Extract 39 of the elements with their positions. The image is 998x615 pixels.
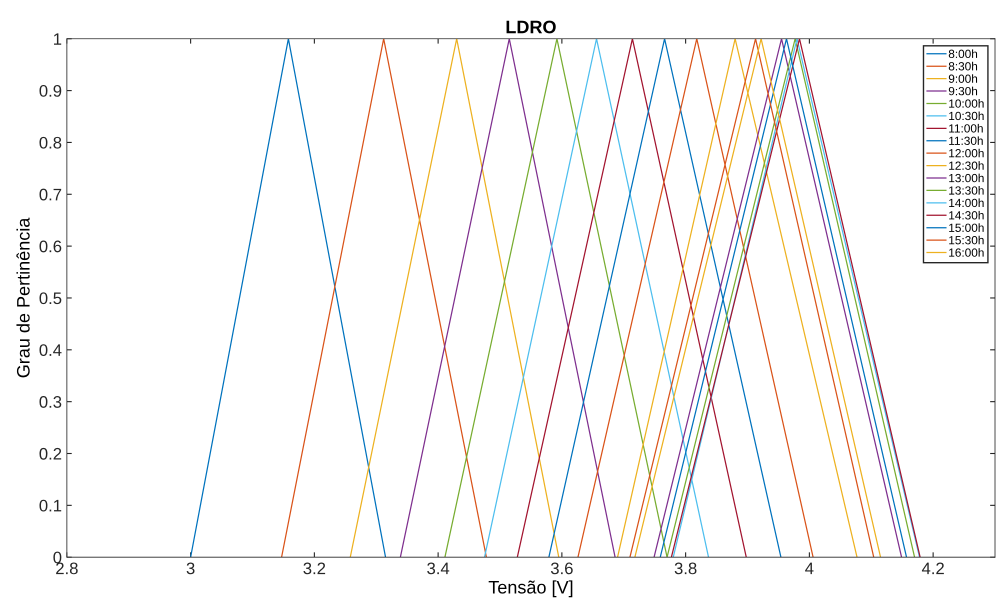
legend-label: 11:00h (949, 124, 983, 133)
y-tick-label: 0.6 (39, 240, 62, 252)
legend-label: 12:00h (949, 148, 984, 158)
legend-label: 8:30h (948, 62, 978, 70)
legend-label: 10:00h (949, 99, 984, 108)
y-tick-label: 0.5 (39, 292, 62, 304)
legend-label: 14:00h (949, 198, 984, 208)
x-tick-label: 3.4 (427, 562, 450, 574)
legend-label: 13:00h (949, 174, 984, 182)
y-tick-label: 0.8 (39, 136, 62, 149)
y-tick-label: 0.9 (39, 84, 62, 97)
legend-label: 12:30h (949, 161, 984, 170)
y-tick-label: 0.1 (39, 500, 62, 512)
y-tick-label: 1 (54, 33, 62, 45)
legend-label: 8:00h (948, 49, 978, 58)
legend-label: 14:30h (949, 210, 984, 220)
y-tick-label: 0.2 (39, 448, 62, 460)
y-tick-label: 0.3 (39, 396, 62, 408)
legend-label: 10:30h (949, 111, 984, 120)
legend-label: 9:30h (948, 86, 978, 96)
legend-label: 11:30h (949, 136, 983, 145)
x-tick-label: 3 (186, 562, 195, 574)
legend-label: 15:00h (949, 223, 984, 232)
y-tick-label: 0.4 (39, 344, 62, 356)
x-tick-label: 3.8 (674, 562, 696, 574)
y-tick-label: 0 (53, 552, 62, 564)
y-tick-label: 0.7 (39, 188, 62, 200)
legend-label: 16:00h (949, 248, 984, 257)
legend-label: 9:00h (948, 74, 978, 83)
x-tick-label: 3.2 (303, 562, 326, 574)
legend-label: 15:30h (949, 236, 984, 244)
x-axis-title: Tensão [V] (488, 580, 572, 598)
x-tick-label: 3.6 (550, 562, 573, 574)
x-tick-label: 4 (805, 562, 814, 574)
x-tick-label: 2.8 (56, 562, 78, 574)
chart-title: LDRO (506, 20, 556, 34)
legend-label: 13:30h (949, 186, 984, 195)
x-tick-label: 4.2 (922, 562, 944, 574)
y-axis-title: Grau de Pertinência (16, 218, 30, 378)
